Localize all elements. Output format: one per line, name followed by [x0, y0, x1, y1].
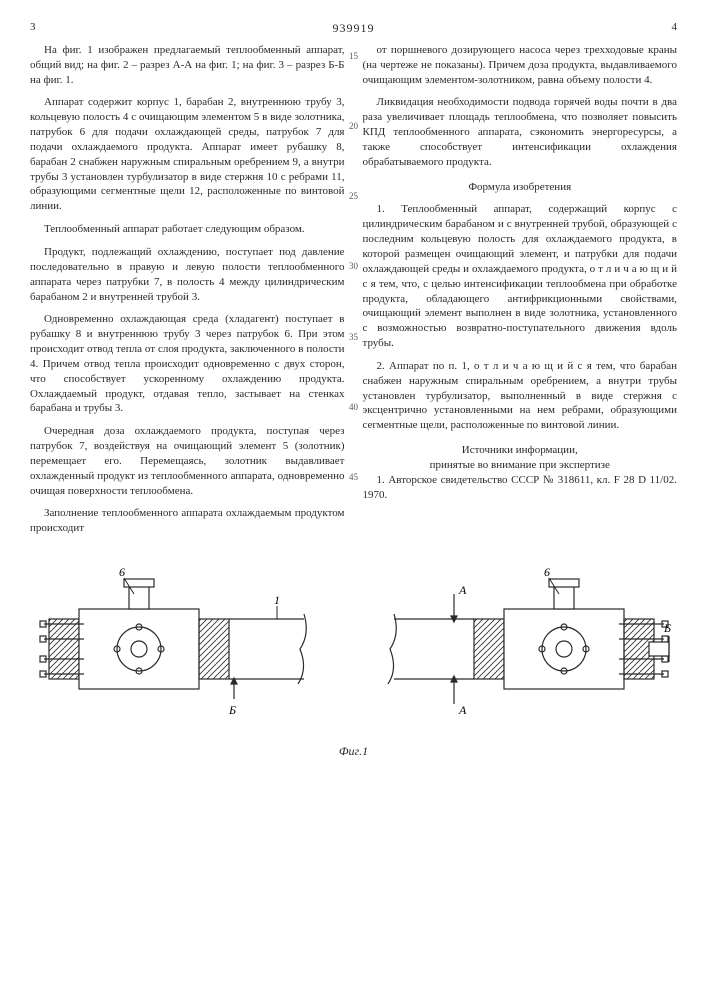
line-number-gutter: 15 20 25 30 35 40 45: [349, 50, 358, 483]
paragraph: Ликвидация необходимости подвода горячей…: [363, 95, 678, 169]
formula-title: Формула изобретения: [363, 180, 678, 195]
callout-6b: 6: [544, 565, 550, 579]
left-column: На фиг. 1 изображен предлагаемый теплооб…: [30, 43, 345, 544]
left-page-number: 3: [30, 20, 36, 35]
claim: 2. Аппарат по п. 1, о т л и ч а ю щ и й …: [363, 359, 678, 433]
callout-1: 1: [274, 593, 280, 607]
paragraph: Одновременно охлаждающая среда (хладаген…: [30, 312, 345, 416]
right-page-number: 4: [672, 20, 678, 35]
callout-A-top: А: [458, 583, 467, 597]
callout-6: 6: [119, 565, 125, 579]
callout-B-right: Б: [663, 621, 671, 635]
source-item: 1. Авторское свидетельство СССР № 318611…: [363, 473, 678, 503]
figure-1: 6 1 6 А А Б Б Фиг.1: [30, 564, 677, 759]
paragraph: Заполнение теплообменного аппарата охлаж…: [30, 506, 345, 536]
right-column: от поршневого дозирующего насоса через т…: [363, 43, 678, 544]
paragraph: от поршневого дозирующего насоса через т…: [363, 43, 678, 88]
paragraph: Аппарат содержит корпус 1, барабан 2, вн…: [30, 95, 345, 214]
callout-B-bot: Б: [228, 703, 236, 717]
paragraph: Очередная доза охлаждаемого продукта, по…: [30, 424, 345, 498]
document-number: 939919: [333, 20, 375, 36]
paragraph: Продукт, подлежащий охлаждению, поступае…: [30, 245, 345, 304]
figure-label: Фиг.1: [30, 743, 677, 759]
sources-heading: Источники информации, принятые во вниман…: [363, 443, 678, 473]
callout-A-bot: А: [458, 703, 467, 717]
paragraph: Теплообменный аппарат работает следующим…: [30, 222, 345, 237]
claim: 1. Теплообменный аппарат, содержащий кор…: [363, 202, 678, 350]
paragraph: На фиг. 1 изображен предлагаемый теплооб…: [30, 43, 345, 88]
